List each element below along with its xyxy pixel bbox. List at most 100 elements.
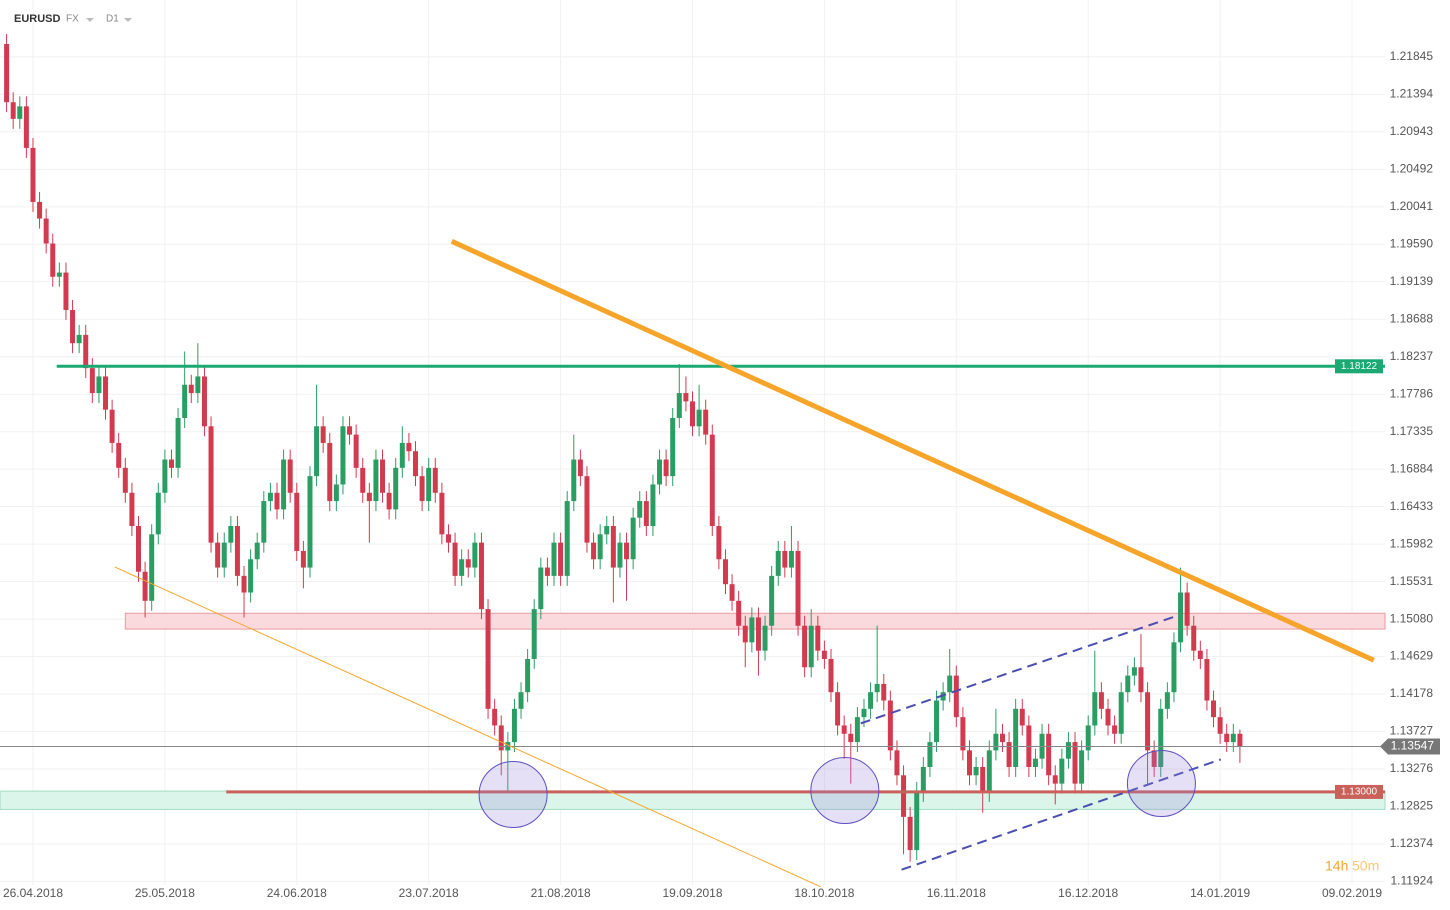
candle-body — [56, 272, 62, 277]
candle-body — [465, 559, 471, 568]
candle-body — [887, 700, 893, 751]
x-tick-label: 25.05.2018 — [135, 886, 195, 900]
candle-body — [1085, 725, 1091, 751]
x-tick-label: 18.10.2018 — [794, 886, 854, 900]
price-label: 1.18122 — [1341, 361, 1378, 372]
y-tick-label: 1.19590 — [1390, 236, 1434, 250]
candle-body — [630, 517, 636, 560]
market[interactable]: FX — [66, 14, 79, 25]
y-tick-label: 1.17786 — [1390, 386, 1434, 400]
candle-body — [1164, 692, 1170, 709]
y-tick-label: 1.14178 — [1390, 686, 1434, 700]
candle-body — [775, 550, 781, 576]
y-tick-label: 1.20041 — [1390, 199, 1434, 213]
candle-body — [89, 368, 95, 394]
candle-body — [274, 492, 280, 510]
dropdown-icon[interactable] — [124, 18, 132, 22]
candle-body — [986, 750, 992, 792]
y-tick-label: 1.14629 — [1390, 649, 1434, 663]
y-tick-label: 1.12374 — [1390, 836, 1434, 850]
symbol[interactable]: EURUSD — [14, 13, 61, 25]
dropdown-icon[interactable] — [86, 18, 94, 22]
candle-body — [973, 767, 979, 776]
candle-body — [624, 542, 630, 560]
candle-body — [1171, 642, 1177, 693]
y-tick-label: 1.18237 — [1390, 349, 1434, 363]
candle-body — [393, 467, 399, 510]
candle-body — [492, 708, 498, 726]
candle-body — [445, 534, 451, 543]
candle-body — [848, 733, 854, 743]
candle-body — [17, 106, 23, 119]
candle-body — [162, 459, 168, 493]
price-label-box — [1335, 784, 1383, 799]
zone — [124, 612, 1386, 630]
candle-body — [914, 791, 920, 851]
x-tick-label: 19.09.2018 — [662, 886, 722, 900]
x-tick-label: 24.06.2018 — [267, 886, 327, 900]
candle-body — [1145, 692, 1151, 751]
plot-layer — [0, 34, 1385, 888]
x-tick-label: 09.02.2019 — [1322, 886, 1382, 900]
candle-body — [63, 272, 69, 310]
y-tick-label: 1.12825 — [1390, 799, 1434, 813]
candle-body — [868, 692, 874, 709]
candle-body — [947, 675, 953, 693]
candle-body — [4, 44, 10, 103]
highlight-circle — [1126, 750, 1196, 818]
candle-body — [1217, 717, 1223, 734]
candle-body — [1052, 775, 1058, 784]
candle-body — [749, 617, 755, 643]
candle-body — [83, 334, 89, 369]
candle-body — [525, 658, 531, 693]
candle-body — [485, 609, 491, 709]
candle-body — [953, 675, 959, 718]
candle-body — [927, 742, 933, 767]
candle-body — [755, 617, 761, 651]
candle-body — [1092, 692, 1098, 726]
candle-body — [221, 542, 227, 568]
background-layer — [0, 0, 1386, 885]
candle-body — [234, 526, 240, 576]
candle-body — [716, 526, 722, 560]
candle-body — [1118, 692, 1124, 734]
candle-body — [690, 401, 695, 427]
price-label: 1.13547 — [1391, 739, 1435, 753]
highlight-circle — [478, 761, 548, 829]
candle-body — [788, 550, 794, 568]
candle-body — [1211, 700, 1217, 718]
candle-body — [531, 609, 537, 659]
price-label: 1.13000 — [1341, 787, 1378, 798]
candle-body — [366, 492, 372, 502]
candle-body — [1237, 733, 1243, 747]
candle-body — [406, 442, 412, 452]
candle-body — [584, 476, 590, 543]
candle-body — [901, 775, 907, 817]
candle-body — [960, 717, 966, 751]
candle-body — [980, 767, 986, 792]
candle-body — [116, 442, 122, 468]
candle-body — [676, 393, 682, 418]
candle-body — [571, 459, 577, 502]
candle-body — [294, 492, 300, 551]
candle-body — [1191, 625, 1197, 651]
interval[interactable]: D1 — [106, 14, 119, 25]
candle-body — [419, 476, 425, 502]
candle-body — [920, 767, 926, 792]
candle-body — [577, 459, 583, 477]
candle-body — [1184, 592, 1190, 626]
candle-body — [538, 567, 544, 610]
y-tick-label: 1.15982 — [1390, 536, 1434, 550]
candle-body — [511, 708, 517, 743]
y-tick-label: 1.16884 — [1390, 461, 1434, 475]
candle-body — [43, 218, 49, 244]
candle-body — [287, 459, 293, 493]
candle-body — [722, 559, 728, 585]
y-tick-label: 1.15531 — [1390, 574, 1434, 588]
candle-body — [637, 501, 643, 518]
candle-body — [168, 459, 174, 468]
x-tick-label: 21.08.2018 — [531, 886, 591, 900]
timer-hours: 14h — [1325, 858, 1348, 874]
candle-body — [1197, 650, 1203, 659]
